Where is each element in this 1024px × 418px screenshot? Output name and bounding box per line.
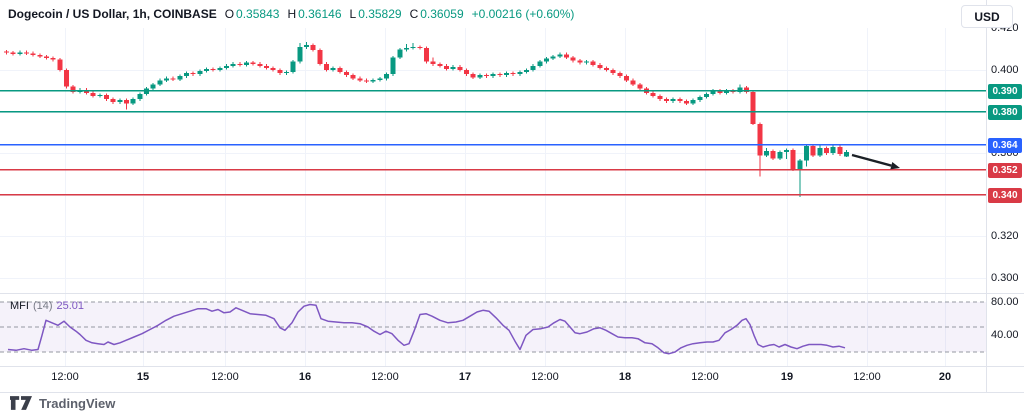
time-axis-label: 15	[136, 371, 150, 383]
ohlc-close: C 0.36059	[409, 7, 464, 21]
footer: TradingView	[10, 396, 115, 411]
horizontal-line-drawings[interactable]	[0, 89, 986, 196]
price-line-label: 0.390	[988, 84, 1022, 99]
price-line-label: 0.364	[988, 138, 1022, 153]
ohlc-low: L 0.35829	[349, 7, 402, 21]
mfi-axis-label: 80.00	[991, 296, 1019, 308]
symbol-title[interactable]: Dogecoin / US Dollar, 1h, COINBASE	[8, 7, 217, 21]
gridlines	[0, 28, 986, 366]
price-line-label: 0.352	[988, 163, 1022, 178]
ohlc-open: O 0.35843	[224, 7, 280, 21]
time-axis-label: 20	[938, 371, 952, 383]
price-axis-label: 0.320	[991, 230, 1019, 242]
mfi-value: 25.01	[56, 300, 85, 312]
currency-button[interactable]: USD	[961, 5, 1013, 28]
price-change: +0.00216 (+0.60%)	[471, 7, 575, 21]
time-axis-label: 12:00	[853, 371, 881, 383]
tradingview-brand-text[interactable]: TradingView	[39, 396, 116, 411]
price-line-label: 0.380	[988, 105, 1022, 120]
mfi-pane	[0, 301, 986, 353]
price-line-label: 0.340	[988, 188, 1022, 203]
time-axis-label: 12:00	[531, 371, 559, 383]
candles	[4, 41, 850, 197]
tradingview-logo-icon[interactable]	[10, 396, 32, 411]
ohlc-high: H 0.36146	[287, 7, 342, 21]
pane-borders	[0, 0, 1024, 393]
time-axis-label: 16	[298, 371, 312, 383]
time-axis-label: 19	[780, 371, 794, 383]
mfi-line	[7, 303, 846, 355]
mfi-indicator-legend[interactable]: MFI (14) 25.01	[10, 300, 84, 312]
time-axis-label: 12:00	[371, 371, 399, 383]
time-axis-label: 12:00	[51, 371, 79, 383]
time-axis-label: 17	[458, 371, 472, 383]
chart-legend: Dogecoin / US Dollar, 1h, COINBASE O 0.35…	[8, 7, 574, 21]
mfi-title: MFI	[10, 300, 29, 312]
time-axis-label: 12:00	[211, 371, 239, 383]
time-axis-label: 18	[618, 371, 632, 383]
time-axis-label: 12:00	[691, 371, 719, 383]
price-axis-label: 0.300	[991, 272, 1019, 284]
mfi-params: (14)	[32, 300, 53, 312]
price-axis-label: 0.400	[991, 64, 1019, 76]
mfi-axis-label: 40.00	[991, 329, 1019, 341]
arrow-drawing[interactable]	[851, 153, 900, 170]
